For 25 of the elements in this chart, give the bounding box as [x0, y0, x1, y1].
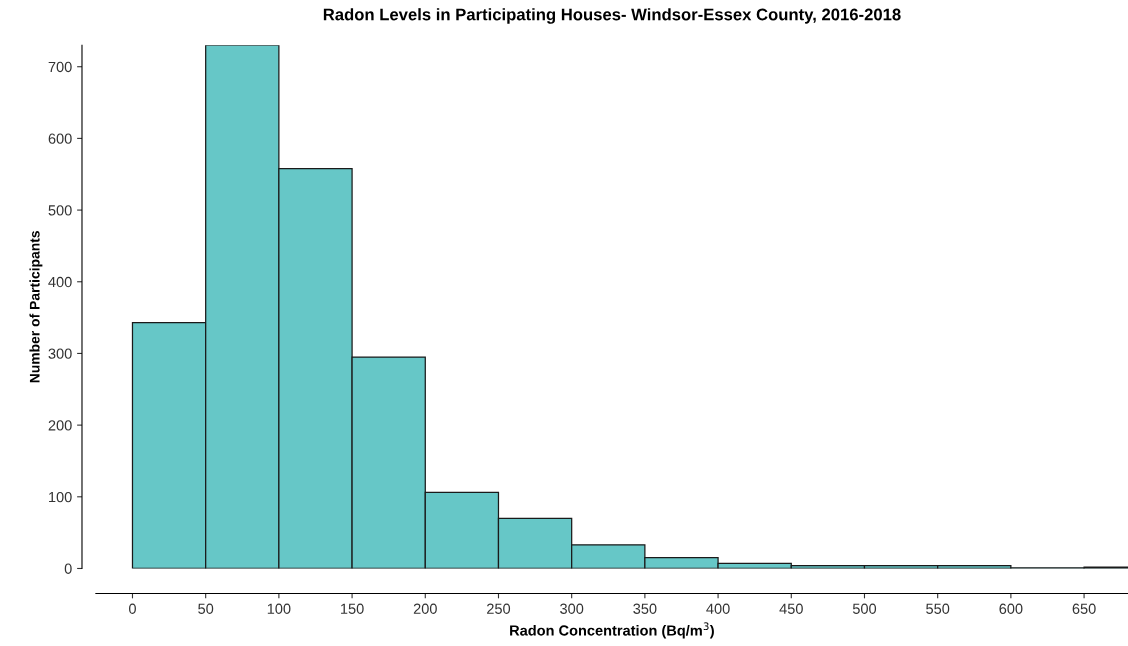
y-tick-label: 0	[64, 563, 72, 574]
x-tick-label: 50	[198, 603, 214, 614]
x-tick-label: 150	[341, 603, 364, 614]
y-tick-label: 200	[48, 420, 72, 431]
x-tick-label: 300	[560, 603, 584, 614]
x-tick-label: 200	[413, 603, 437, 614]
x-tick-label: 100	[267, 603, 291, 614]
x-tick-label: 600	[999, 603, 1023, 614]
y-tick-label: 100	[49, 491, 72, 503]
y-tick-label: 600	[48, 133, 72, 144]
chart-title: Radon Levels in Participating Houses- Windsor-Essex County, 2016-2018	[323, 8, 901, 24]
y-tick-label: 400	[48, 276, 72, 288]
y-tick-label: 500	[48, 205, 72, 216]
y-tick-label: 700	[48, 61, 72, 73]
y-axis-title: Number of Participants	[29, 231, 43, 383]
y-tick-label: 300	[48, 348, 72, 359]
x-tick-label: 0	[128, 603, 136, 614]
x-axis-title: Radon Concentration (Bq/m$^{3}$)	[510, 622, 714, 639]
x-tick-label: 250	[487, 603, 511, 614]
x-tick-label: 650	[1072, 603, 1096, 614]
x-tick-label: 400	[706, 603, 730, 614]
x-tick-label: 350	[633, 603, 657, 614]
x-tick-label: 550	[926, 603, 950, 614]
x-tick-label: 500	[852, 603, 877, 614]
x-tick-label: 450	[779, 603, 803, 614]
